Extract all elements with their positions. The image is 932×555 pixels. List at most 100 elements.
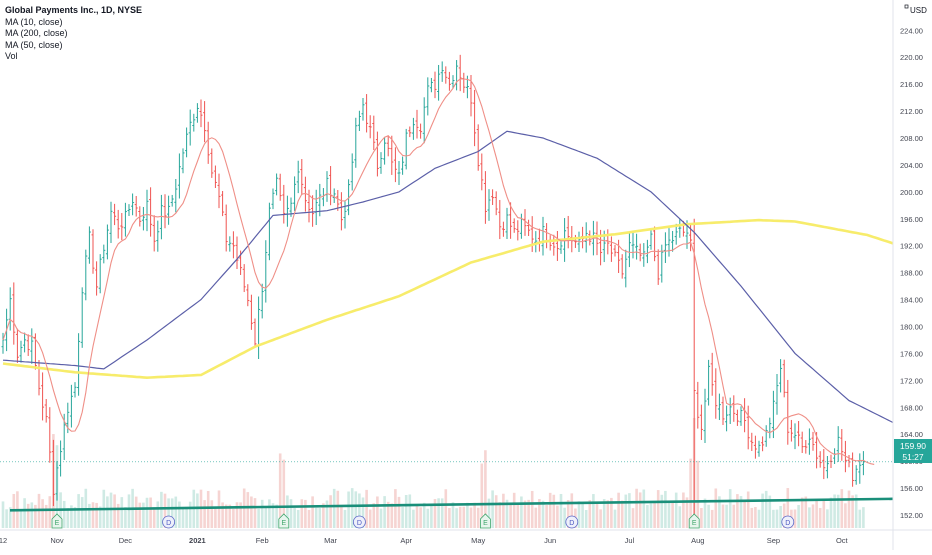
volume-bar <box>797 505 800 528</box>
candle <box>761 436 765 452</box>
candle <box>804 440 808 454</box>
candle <box>631 231 635 259</box>
candle <box>231 231 235 259</box>
volume-bar <box>736 494 739 528</box>
volume-bar <box>142 502 145 528</box>
volume-bar <box>181 508 185 528</box>
dividend-marker[interactable]: D <box>352 515 366 529</box>
dividend-marker[interactable]: D <box>162 515 176 529</box>
earnings-marker[interactable]: E <box>278 513 290 529</box>
volume-bar <box>70 505 73 528</box>
candle <box>775 373 779 415</box>
earnings-marker[interactable]: E <box>480 513 491 529</box>
support-trendline[interactable] <box>0 461 894 512</box>
earnings-marker[interactable]: E <box>51 513 63 529</box>
candle <box>44 398 48 423</box>
volume-bar <box>138 502 142 528</box>
candle <box>372 115 376 151</box>
volume-bar <box>635 488 638 528</box>
volume-bar <box>120 497 124 528</box>
y-tick-label: 220.00 <box>900 53 923 62</box>
candle <box>699 404 703 441</box>
candle <box>260 283 264 319</box>
volume-bar <box>289 499 293 528</box>
volume-bar <box>588 500 592 528</box>
volume-bar <box>826 509 829 528</box>
candle <box>473 89 477 147</box>
candle <box>19 340 23 363</box>
candle <box>77 333 81 396</box>
volume-bar <box>322 503 325 528</box>
volume-bar <box>566 500 570 528</box>
candle <box>343 200 347 229</box>
legend-ma50[interactable]: MA (50, close) <box>5 39 63 50</box>
volume-bar <box>458 506 462 528</box>
candle <box>491 189 495 205</box>
candle <box>393 147 397 183</box>
candle <box>444 66 448 84</box>
candle <box>429 77 433 93</box>
dividend-marker[interactable]: D <box>565 515 579 529</box>
candle <box>210 148 214 178</box>
volume-bar <box>836 494 840 528</box>
currency-label[interactable]: USD <box>904 4 927 15</box>
candle <box>753 435 757 459</box>
support-line[interactable] <box>9 497 894 512</box>
candle <box>206 121 210 164</box>
volume-bar <box>556 505 559 528</box>
volume-bar <box>145 497 149 528</box>
volume-bar <box>163 493 167 528</box>
volume-bar <box>278 453 282 528</box>
volume-bar <box>584 509 588 528</box>
volume-bar <box>336 490 340 528</box>
candle <box>120 212 124 241</box>
volume-bar <box>476 507 480 528</box>
volume-bar <box>264 506 268 528</box>
legend-ma200[interactable]: MA (200, close) <box>5 28 68 38</box>
candle <box>663 232 667 263</box>
candle <box>404 128 408 170</box>
volume-bar <box>545 505 548 528</box>
volume-bar <box>23 498 26 528</box>
candle <box>293 176 297 212</box>
volume-bar <box>628 493 631 528</box>
candle <box>156 220 160 252</box>
volume-bar <box>696 460 700 528</box>
legend-vol[interactable]: Vol <box>5 51 18 61</box>
volume-bar <box>793 509 797 528</box>
volume-bar <box>311 496 314 528</box>
volume-bar <box>426 508 430 528</box>
candle <box>555 231 559 261</box>
candle <box>656 249 660 285</box>
volume-bar <box>95 502 98 528</box>
candle <box>635 233 639 260</box>
candle <box>354 117 358 168</box>
event-label: D <box>166 520 171 527</box>
candle <box>174 178 178 213</box>
candle <box>246 284 250 307</box>
y-tick-label: 224.00 <box>900 26 923 35</box>
volume-bar <box>678 506 682 528</box>
ma10-line <box>2 78 875 465</box>
candle <box>217 173 221 209</box>
volume-bar <box>44 504 48 528</box>
volume-bar <box>48 496 52 528</box>
candle <box>811 431 815 451</box>
volume-bar <box>653 501 656 528</box>
symbol-title[interactable]: Global Payments Inc., 1D, NYSE <box>5 5 143 15</box>
dividend-marker[interactable]: D <box>781 515 795 529</box>
volume-bar <box>343 509 347 528</box>
legend-ma10[interactable]: MA (10, close) <box>5 16 63 27</box>
candle <box>703 388 707 443</box>
candle <box>390 135 394 175</box>
volume-bar <box>728 489 732 528</box>
volume-bar <box>62 500 66 528</box>
candle <box>620 254 624 279</box>
volume-bar <box>376 496 379 528</box>
candle <box>512 218 516 233</box>
candle <box>253 318 257 348</box>
volume-bar <box>577 501 581 528</box>
earnings-marker[interactable]: E <box>688 513 700 529</box>
